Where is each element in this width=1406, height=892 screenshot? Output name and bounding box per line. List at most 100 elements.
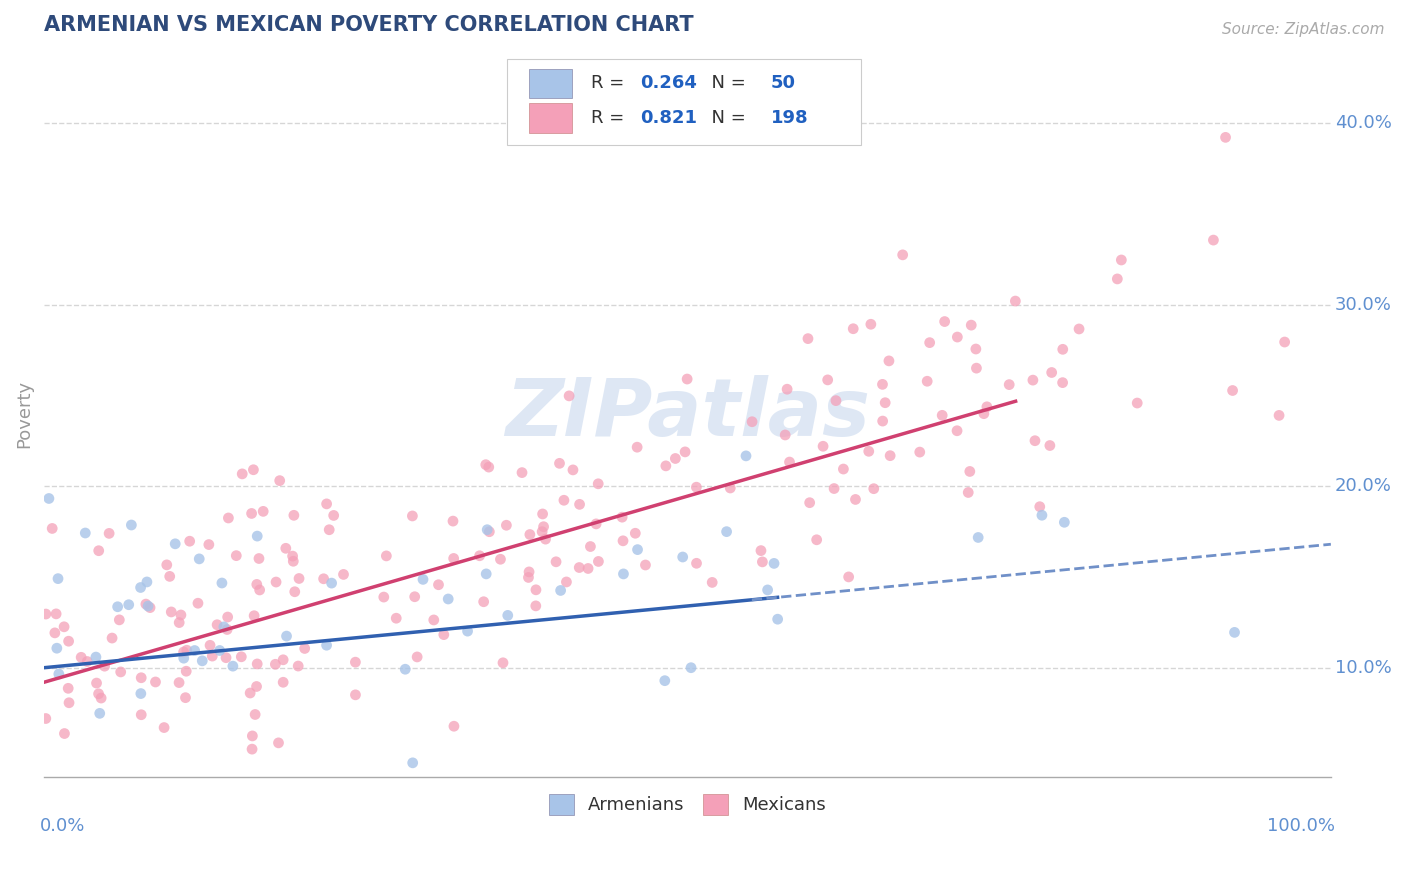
Point xyxy=(332,567,354,582)
Point xyxy=(1202,233,1225,247)
Point xyxy=(231,467,253,481)
Point xyxy=(891,248,914,262)
Point xyxy=(957,485,980,500)
Point xyxy=(1022,373,1045,387)
Point xyxy=(959,465,981,479)
Point xyxy=(283,508,305,523)
Point xyxy=(240,507,263,521)
Text: N =: N = xyxy=(700,109,752,127)
Point xyxy=(766,612,789,626)
Point xyxy=(198,638,221,652)
Point xyxy=(373,590,395,604)
Point xyxy=(544,555,567,569)
Point xyxy=(1223,625,1246,640)
Point xyxy=(45,641,67,656)
Point xyxy=(86,676,108,690)
Text: 0.821: 0.821 xyxy=(640,109,697,127)
Point xyxy=(153,721,176,735)
Point xyxy=(46,572,69,586)
Point xyxy=(129,671,152,685)
Point xyxy=(654,673,676,688)
Point xyxy=(1111,252,1133,267)
Point xyxy=(191,654,214,668)
Point xyxy=(267,736,290,750)
Legend: Armenians, Mexicans: Armenians, Mexicans xyxy=(541,787,834,822)
Point xyxy=(524,599,547,613)
Point xyxy=(264,657,287,672)
Point xyxy=(817,373,839,387)
Point xyxy=(718,481,741,495)
Point xyxy=(249,582,271,597)
Point xyxy=(187,596,209,610)
Point xyxy=(553,493,575,508)
Point xyxy=(176,643,198,657)
Point xyxy=(524,582,547,597)
Point xyxy=(183,643,205,657)
Text: R =: R = xyxy=(591,74,630,92)
Point xyxy=(84,650,107,665)
Point xyxy=(797,332,820,346)
Point xyxy=(159,569,181,583)
Point xyxy=(110,665,132,679)
Point xyxy=(217,511,239,525)
Point xyxy=(139,600,162,615)
Point xyxy=(212,620,235,634)
Point xyxy=(246,657,269,671)
Point xyxy=(108,613,131,627)
Point xyxy=(217,623,239,637)
Point xyxy=(276,629,298,643)
Point xyxy=(225,549,247,563)
Point xyxy=(246,577,269,591)
Point xyxy=(679,661,702,675)
Point xyxy=(908,445,931,459)
Point xyxy=(173,651,195,665)
Point xyxy=(478,460,501,475)
Point xyxy=(519,527,541,541)
Point xyxy=(165,537,187,551)
Point xyxy=(1215,130,1237,145)
Point xyxy=(517,570,540,584)
Point xyxy=(472,595,495,609)
Point xyxy=(344,655,367,669)
Point xyxy=(240,742,263,756)
Point xyxy=(170,607,193,622)
Point xyxy=(579,540,602,554)
Point xyxy=(264,574,287,589)
Point xyxy=(634,558,657,572)
Point xyxy=(973,407,995,421)
Point xyxy=(135,597,157,611)
Point xyxy=(533,519,555,533)
Point xyxy=(763,557,786,571)
Point xyxy=(568,497,591,511)
Point xyxy=(676,372,699,386)
Point xyxy=(318,523,340,537)
Text: 100.0%: 100.0% xyxy=(1267,816,1334,835)
Text: 50: 50 xyxy=(770,74,796,92)
Point xyxy=(167,615,190,630)
Point xyxy=(288,572,311,586)
Point xyxy=(806,533,828,547)
Point xyxy=(44,626,66,640)
Point xyxy=(842,322,865,336)
Point xyxy=(215,650,238,665)
Point xyxy=(173,645,195,659)
Point xyxy=(965,342,987,356)
Point xyxy=(179,534,201,549)
Point xyxy=(612,566,634,581)
Point xyxy=(495,518,517,533)
Text: 0.264: 0.264 xyxy=(640,74,697,92)
Text: 10.0%: 10.0% xyxy=(1334,658,1392,677)
Point xyxy=(858,444,880,458)
Point xyxy=(1052,376,1074,390)
Point xyxy=(240,729,263,743)
Point xyxy=(562,463,585,477)
Point xyxy=(568,560,591,574)
Point xyxy=(624,526,647,541)
Point xyxy=(101,631,124,645)
Point xyxy=(626,440,648,454)
Point xyxy=(274,541,297,556)
Point xyxy=(877,354,900,368)
Point xyxy=(1039,438,1062,452)
Point xyxy=(492,656,515,670)
Point xyxy=(1222,384,1244,398)
